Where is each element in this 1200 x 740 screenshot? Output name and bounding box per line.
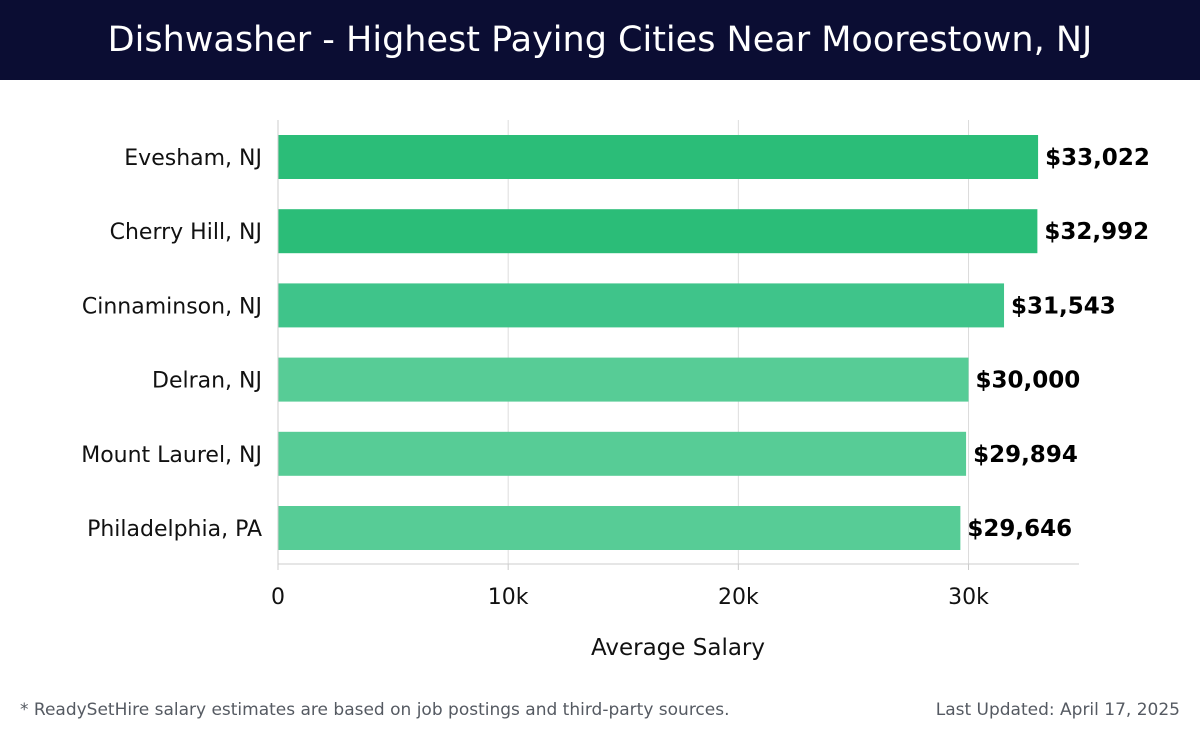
bar-layer: $33,022 $32,992 $31,543 $30,000 $29,894 $29,6… (278, 135, 1150, 550)
bar (278, 135, 1039, 179)
salary-bar-chart: $33,022 $32,992 $31,543 $30,000 $29,894 $29,6… (81, 120, 1150, 661)
value-label: $29,894 (973, 442, 1078, 468)
category-label: Cinnaminson, NJ (82, 294, 262, 319)
bar (278, 506, 961, 550)
value-label: $32,992 (1044, 219, 1149, 245)
x-axis-title: Average Salary (591, 635, 765, 661)
value-label: $29,646 (967, 516, 1072, 542)
bar (278, 283, 1005, 328)
page-title: Dishwasher - Highest Paying Cities Near … (107, 20, 1093, 60)
x-tick-label: 0 (271, 585, 285, 610)
header-banner: Dishwasher - Highest Paying Cities Near … (0, 0, 1200, 80)
x-tick-label: 10k (488, 585, 529, 610)
value-label: $31,543 (1011, 293, 1116, 319)
category-label: Philadelphia, PA (87, 517, 262, 542)
category-label: Mount Laurel, NJ (81, 443, 262, 468)
value-label: $30,000 (976, 368, 1081, 394)
grid-layer (507, 120, 970, 564)
x-tick-label: 30k (948, 585, 989, 610)
axis-layer: 0 10k 20k 30k Evesham, NJ Cherry Hill, NJ Cinn… (81, 120, 1079, 610)
category-label: Cherry Hill, NJ (110, 220, 262, 245)
category-label: Evesham, NJ (124, 146, 262, 171)
bar (278, 357, 969, 402)
category-label: Delran, NJ (152, 369, 262, 394)
footnote: * ReadySetHire salary estimates are base… (20, 700, 730, 720)
bar (278, 209, 1038, 254)
bar (278, 431, 967, 476)
x-tick-label: 20k (718, 585, 759, 610)
value-label: $33,022 (1045, 145, 1150, 171)
last-updated: Last Updated: April 17, 2025 (935, 700, 1180, 720)
